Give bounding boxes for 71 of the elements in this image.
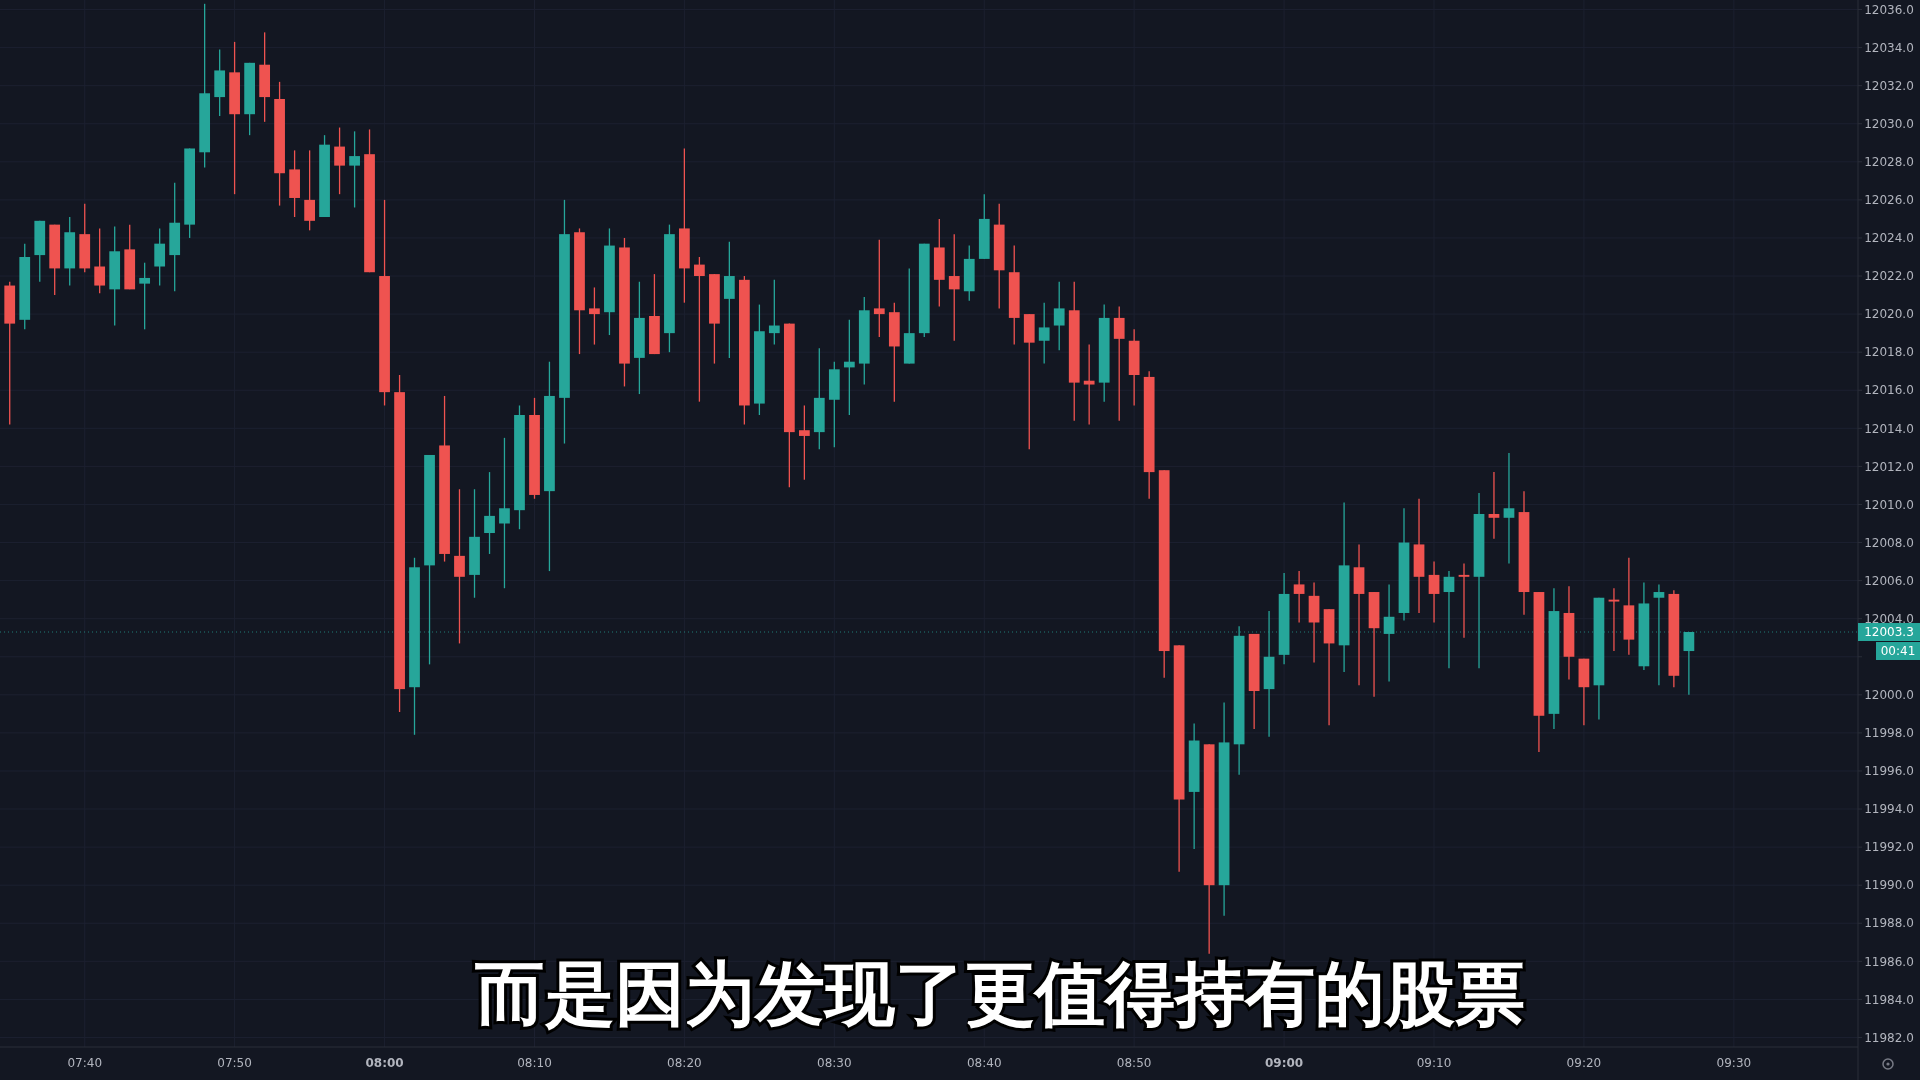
x-tick-label: 09:10 [1416, 1056, 1452, 1070]
y-tick-label: 12032.0 [1864, 78, 1914, 93]
y-tick-label: 11982.0 [1864, 1030, 1914, 1045]
y-tick-label: 11998.0 [1864, 726, 1914, 741]
candlestick [154, 227, 166, 287]
x-tick-label: 08:20 [667, 1056, 702, 1070]
candlestick [1053, 281, 1065, 351]
ref-line-label: 12003.3 [1864, 625, 1914, 640]
y-tick-label: 12014.0 [1864, 421, 1914, 436]
x-tick-label: 08:00 [365, 1056, 404, 1070]
candlestick [1083, 343, 1095, 426]
candlestick [873, 239, 885, 338]
candlestick [484, 471, 495, 555]
y-tick-label: 12010.0 [1864, 497, 1914, 512]
candlestick [1293, 570, 1305, 624]
candlestick [798, 404, 810, 481]
candlestick [1443, 570, 1455, 669]
y-tick-label: 12020.0 [1864, 307, 1914, 322]
y-tick-label: 12008.0 [1864, 535, 1914, 550]
y-tick-label: 12000.0 [1864, 688, 1914, 703]
y-tick-label: 11986.0 [1864, 954, 1914, 969]
candlestick [334, 126, 345, 195]
y-tick-label: 12030.0 [1864, 116, 1914, 131]
y-tick-label: 11988.0 [1864, 916, 1914, 931]
candlestick [1458, 562, 1470, 639]
candlestick [1383, 583, 1395, 683]
y-tick-label: 12018.0 [1864, 345, 1914, 360]
x-tick-label: 09:30 [1716, 1056, 1752, 1070]
candlestick [349, 130, 360, 209]
candlestick [304, 149, 315, 231]
candlestick [948, 233, 960, 342]
candlestick [139, 262, 151, 330]
candlestick [589, 286, 600, 346]
y-tick-label: 12034.0 [1864, 40, 1914, 55]
x-tick-label: 08:30 [817, 1056, 852, 1070]
text: 00:41 [1880, 644, 1916, 659]
candlestick [768, 279, 780, 346]
x-tick-label: 08:40 [966, 1056, 1002, 1070]
annotation: 而是因为发现了更值得持有的股票 [475, 953, 1525, 1035]
candlestick [1608, 587, 1620, 652]
candlestick [499, 437, 510, 589]
y-tick-label: 11992.0 [1864, 840, 1914, 855]
y-tick-label: 12028.0 [1864, 155, 1914, 170]
y-tick-label: 11984.0 [1864, 992, 1914, 1007]
x-tick-label: 07:40 [67, 1056, 103, 1070]
x-tick-label: 08:50 [1116, 1056, 1152, 1070]
y-tick-label: 11994.0 [1864, 802, 1914, 817]
x-tick-label: 07:50 [217, 1056, 252, 1070]
x-tick-label: 08:10 [517, 1056, 552, 1070]
candlestick [723, 241, 735, 359]
y-tick-label: 12022.0 [1864, 269, 1914, 284]
x-tick-label: 09:20 [1566, 1056, 1602, 1070]
y-tick-label: 11996.0 [1864, 764, 1914, 779]
candlestick [843, 319, 855, 416]
y-tick-label: 12024.0 [1864, 231, 1914, 246]
y-tick-label: 12012.0 [1864, 459, 1914, 474]
x-tick-label: 09:00 [1264, 1056, 1304, 1070]
y-tick-label: 12026.0 [1864, 193, 1914, 208]
candlestick [94, 227, 106, 294]
candlestick [1113, 305, 1125, 422]
y-tick-label: 12036.0 [1864, 2, 1914, 17]
candlestick [454, 488, 465, 645]
y-tick-label: 12006.0 [1864, 573, 1914, 588]
y-tick-label: 11990.0 [1864, 878, 1914, 893]
y-tick-label: 12016.0 [1864, 383, 1914, 398]
candlestick [1488, 471, 1500, 540]
candlestick [1428, 560, 1440, 624]
candlestick [1503, 452, 1515, 565]
candlestick [1038, 302, 1050, 365]
candlestick [694, 256, 705, 403]
y-tick-label: 12004.0 [1864, 611, 1914, 626]
